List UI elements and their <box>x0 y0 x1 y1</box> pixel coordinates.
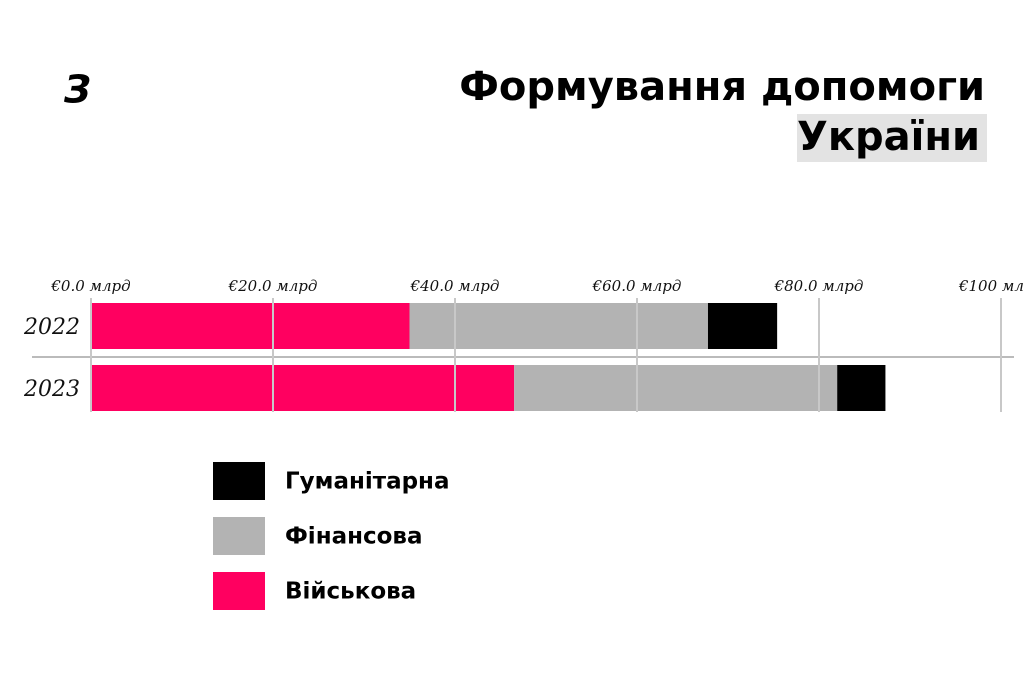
bar-segment <box>514 365 838 411</box>
bar-segment <box>91 365 515 411</box>
x-tick-label: €60.0 млрд <box>592 277 682 295</box>
x-tick-label: €100 млрд <box>958 277 1024 295</box>
chart-title: Формування допомоги <box>459 64 985 110</box>
legend-label: Військова <box>285 579 416 605</box>
legend-swatch <box>213 572 265 610</box>
title-highlight <box>797 114 987 162</box>
legend-label: Фінансова <box>285 524 423 550</box>
bar-segment <box>409 303 708 349</box>
logo: З <box>63 68 91 112</box>
x-tick-label: €20.0 млрд <box>228 277 318 295</box>
legend-swatch <box>213 517 265 555</box>
x-tick-label: €80.0 млрд <box>774 277 864 295</box>
y-tick-label: 2022 <box>23 315 80 340</box>
chart-title: України <box>797 114 980 160</box>
y-tick-label: 2023 <box>23 377 80 402</box>
bar-segment <box>837 365 886 411</box>
legend-swatch <box>213 462 265 500</box>
x-tick-label: €0.0 млрд <box>50 277 130 295</box>
bar-segment <box>91 303 410 349</box>
x-tick-label: €40.0 млрд <box>410 277 500 295</box>
bar-segment <box>707 303 778 349</box>
legend-label: Гуманітарна <box>285 469 449 495</box>
